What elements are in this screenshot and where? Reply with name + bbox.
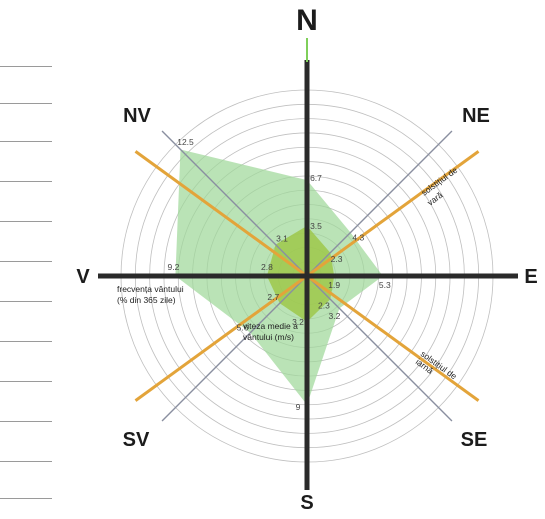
margin-rule <box>0 141 52 142</box>
speed-value-v: 2.8 <box>261 262 273 272</box>
margin-rule <box>0 421 52 422</box>
margin-rule <box>0 66 52 67</box>
frequency-value-n: 6.7 <box>310 173 322 183</box>
direction-e: E <box>524 266 537 288</box>
frequency-value-se: 3.2 <box>328 311 340 321</box>
frequency-value-nv: 12.5 <box>177 137 194 147</box>
direction-n: N <box>296 4 318 37</box>
diagonal-axis <box>161 275 308 422</box>
direction-se: SE <box>461 429 488 451</box>
diagonal-axis <box>161 130 308 277</box>
wind-speed-label-line2: vântului (m/s) <box>243 332 294 342</box>
speed-value-e: 1.9 <box>328 280 340 290</box>
axis-lines <box>98 38 518 490</box>
direction-v: V <box>76 266 90 288</box>
direction-nv: NV <box>123 105 151 127</box>
frequency-value-s: 9 <box>296 402 301 412</box>
margin-rule <box>0 103 52 104</box>
margin-rule <box>0 301 52 302</box>
wind-frequency-label-line2: (% din 365 zile) <box>117 295 176 305</box>
margin-rule <box>0 261 52 262</box>
margin-rule <box>0 221 52 222</box>
diagonal-axis <box>306 275 453 422</box>
speed-value-se: 2.3 <box>318 301 330 311</box>
frequency-value-v: 9.2 <box>167 262 179 272</box>
margin-rule <box>0 381 52 382</box>
frequency-value-sv: 5.6 <box>237 323 249 333</box>
wind-frequency-label-line1: frecvența vântului <box>117 284 184 294</box>
direction-sv: SV <box>123 429 150 451</box>
wind-speed-label-line1: viteza medie a <box>243 321 298 331</box>
margin-rule <box>0 341 52 342</box>
speed-value-ne: 2.3 <box>331 254 343 264</box>
speed-value-n: 3.5 <box>310 221 322 231</box>
margin-rule <box>0 181 52 182</box>
speed-value-nv: 3.1 <box>276 233 288 243</box>
direction-s: S <box>300 492 313 514</box>
diagonal-axis <box>306 130 453 277</box>
value-labels: 6.74.35.33.295.69.212.53.52.31.92.33.22.… <box>167 137 390 412</box>
frequency-value-e: 5.3 <box>379 280 391 290</box>
margin-rule <box>0 461 52 462</box>
direction-ne: NE <box>462 105 490 127</box>
speed-value-s: 3.2 <box>292 317 304 327</box>
frequency-value-ne: 4.3 <box>352 232 364 242</box>
margin-rule <box>0 498 52 499</box>
speed-value-sv: 2.7 <box>267 292 279 302</box>
